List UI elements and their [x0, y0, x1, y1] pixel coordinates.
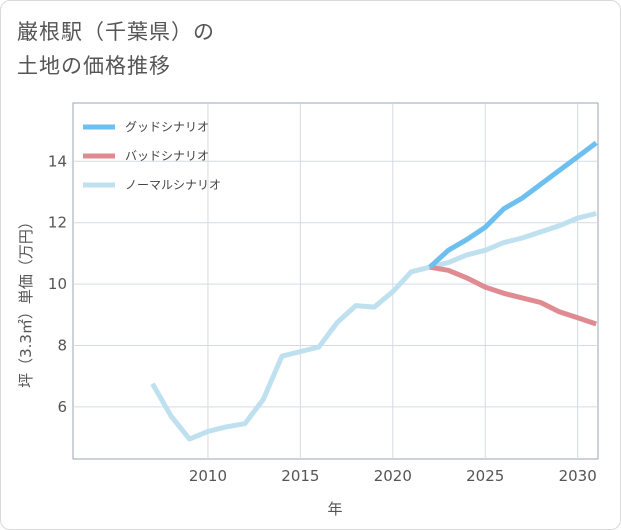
- y-tick-label: 8: [57, 336, 67, 354]
- y-axis-label: 坪（3.3㎡）単価（万円）: [17, 214, 35, 388]
- x-axis-label: 年: [327, 500, 342, 518]
- y-tick-label: 12: [48, 214, 67, 232]
- x-tick-label: 2025: [466, 467, 504, 485]
- axis-ticks: 2010 2015 2020 2025 2030 6 8 10 12 14: [48, 152, 597, 485]
- x-tick-label: 2020: [374, 467, 412, 485]
- y-tick-label: 10: [48, 275, 67, 293]
- series-line-0: [428, 140, 598, 270]
- x-tick-label: 2030: [559, 467, 597, 485]
- y-tick-label: 6: [57, 398, 67, 416]
- title-line-2: 土地の価格推移: [17, 54, 171, 78]
- x-tick-label: 2015: [281, 467, 319, 485]
- series-line-2: [150, 211, 597, 442]
- series-line-1: [429, 264, 597, 327]
- title-line-1: 巌根駅（千葉県）の: [17, 20, 215, 44]
- grid-lines: [73, 103, 598, 459]
- x-tick-label: 2010: [189, 467, 227, 485]
- chart-title: 巌根駅（千葉県）の 土地の価格推移: [17, 15, 215, 83]
- legend-label-0: グッドシナリオ: [125, 120, 209, 134]
- legend-label-1: バッドシナリオ: [125, 149, 209, 163]
- series-lines: [150, 140, 598, 442]
- legend-label-2: ノーマルシナリオ: [125, 178, 221, 192]
- y-tick-label: 14: [48, 152, 67, 170]
